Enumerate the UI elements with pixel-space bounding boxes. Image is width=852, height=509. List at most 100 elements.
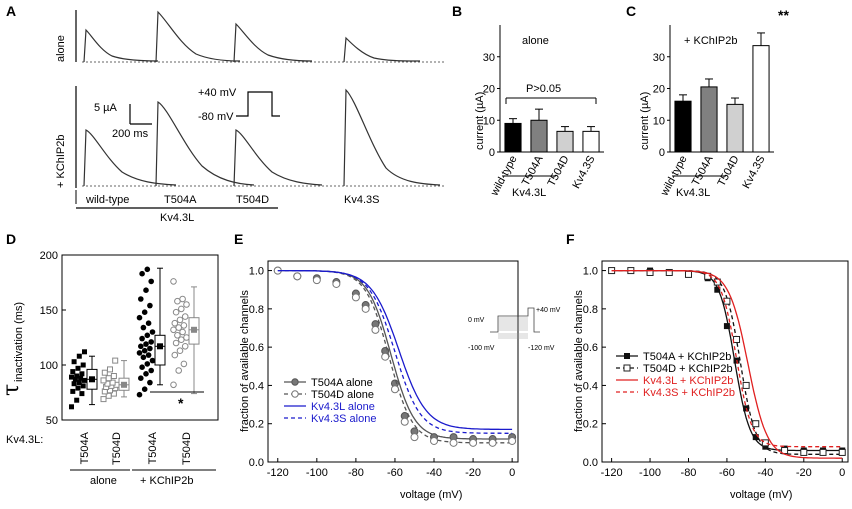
chart-f-xtick-label-0: -120 xyxy=(601,467,623,479)
trace-label-wildtype: wild-type xyxy=(85,194,129,206)
chart-d-point-1-13 xyxy=(110,373,117,379)
chart-f-point-1-14 xyxy=(819,448,827,456)
chart-c-ylabel: current (µA) xyxy=(639,92,651,150)
chart-b-bar-0 xyxy=(504,122,522,153)
chart-d-xtick-label-0: T504A xyxy=(79,431,91,464)
panel-label-f: F xyxy=(566,231,575,247)
chart-d-point-0-7 xyxy=(76,380,82,386)
chart-d-ytick-label-1: 100 xyxy=(40,360,58,372)
chart-d-point-2-16 xyxy=(148,339,154,345)
panel-label-d: D xyxy=(6,231,16,247)
chart-f-ytick-label-0: 0.0 xyxy=(583,457,598,469)
chart-d-point-2-17 xyxy=(139,335,145,342)
chart-b-group-label: Kv4.3L xyxy=(512,187,546,199)
chart-b-bar-2 xyxy=(556,130,574,153)
chart-d-point-0-19 xyxy=(82,349,87,355)
chart-e-xtick-label-5: -20 xyxy=(465,467,481,479)
chart-e-inset: +40 mV 0 mV -100 mV -120 mV xyxy=(468,307,561,352)
chart-b-xtick-label-3: Kv4.3S xyxy=(570,154,597,191)
chart-d-point-1-16 xyxy=(112,357,119,364)
chart-d-point-3-15 xyxy=(176,316,184,324)
chart-d-point-2-13 xyxy=(147,345,153,352)
chart-b-xtick-label-2: T504D xyxy=(546,154,572,189)
chart-d-point-3-8 xyxy=(183,334,190,341)
chart-d-point-2-23 xyxy=(141,309,148,316)
chart-d-point-0-3 xyxy=(70,388,76,394)
chart-d-ytick-label-3: 200 xyxy=(40,250,58,262)
chart-f-frame xyxy=(601,260,849,463)
chart-d-point-3-18 xyxy=(178,305,185,313)
row-label-kchip: + KChIP2b xyxy=(55,134,67,188)
chart-e-point-1-12 xyxy=(449,438,458,447)
chart-d-point-0-18 xyxy=(76,353,82,359)
chart-d-xtick-label-3: T504D xyxy=(181,432,193,465)
chart-d-point-2-18 xyxy=(144,332,151,339)
chart-d-point-0-5 xyxy=(80,383,86,389)
chart-e-ylabel: fraction of available channels xyxy=(239,290,251,432)
chart-e-frame xyxy=(267,260,519,463)
chart-d-point-0-11 xyxy=(69,374,74,380)
chart-d-point-2-29 xyxy=(144,266,151,273)
chart-d-point-2-20 xyxy=(140,324,147,331)
chart-e-point-1-1 xyxy=(293,272,302,281)
protocol-hold-label: -80 mV xyxy=(198,111,234,123)
chart-e-legend-marker-0 xyxy=(291,378,299,386)
chart-d-point-0-16 xyxy=(80,362,86,368)
panel-f: F fraction of available channels voltage… xyxy=(566,231,849,501)
chart-d-mean-1 xyxy=(121,381,127,388)
chart-f-point-0-11 xyxy=(762,443,769,450)
chart-f-legend-label-1: T504D + KChIP2b xyxy=(643,363,733,375)
panel-label-a: A xyxy=(6,3,16,19)
chart-d-point-3-5 xyxy=(181,343,189,350)
chart-d-point-2-15 xyxy=(143,341,149,347)
voltage-protocol xyxy=(236,91,280,117)
chart-f-ytick-label-2: 0.4 xyxy=(583,380,598,392)
chart-d-point-2-21 xyxy=(145,320,152,327)
chart-f-xlabel: voltage (mV) xyxy=(730,489,792,501)
chart-e-ytick-label-4: 0.8 xyxy=(249,304,264,316)
scale-current-label: 5 µA xyxy=(94,102,118,114)
chart-f-point-1-10 xyxy=(752,420,760,428)
trace-kchip-wildtype xyxy=(83,129,177,187)
chart-d-point-2-4 xyxy=(143,371,149,377)
chart-e-ytick-label-0: 0.0 xyxy=(249,457,264,469)
chart-f-point-1-9 xyxy=(742,381,750,389)
chart-e-fit-line-3 xyxy=(277,269,513,434)
chart-d-point-3-2 xyxy=(180,360,188,368)
chart-d-ytick-label-0: 50 xyxy=(46,415,58,427)
panel-d: D τ inactivation (ms) 50 100 150 200 T504A T5… xyxy=(0,231,219,487)
protocol-step-label: +40 mV xyxy=(198,87,237,99)
chart-f-fit-line-3 xyxy=(611,269,843,448)
chart-d-point-2-28 xyxy=(139,270,145,277)
chart-d-point-0-10 xyxy=(78,375,84,381)
chart-e-legend-label-0: T504A alone xyxy=(311,377,373,389)
chart-d-box-2 xyxy=(154,334,166,366)
chart-d-point-1-15 xyxy=(107,366,113,373)
chart-c-xtick-label-2: T504D xyxy=(716,154,742,189)
chart-e-point-1-9 xyxy=(400,417,409,426)
chart-f-ytick-label-4: 0.8 xyxy=(583,304,598,316)
chart-f-point-1-4 xyxy=(684,270,692,278)
chart-e-xtick-label-4: -40 xyxy=(426,467,442,479)
chart-d-point-0-17 xyxy=(71,359,77,365)
chart-c-bar-3 xyxy=(752,45,770,153)
chart-d-point-0-1 xyxy=(74,397,80,403)
chart-d-point-3-19 xyxy=(183,301,190,308)
chart-d-point-2-12 xyxy=(141,347,148,354)
inset-bottom-left-label: -100 mV xyxy=(468,345,495,352)
chart-d-point-3-14 xyxy=(171,319,179,327)
chart-f-xtick-label-3: -60 xyxy=(719,467,735,479)
chart-e-xtick-label-1: -100 xyxy=(306,467,328,479)
chart-d-point-3-3 xyxy=(171,351,179,359)
chart-f-point-1-3 xyxy=(665,268,673,276)
panel-a: A alone + KChIP2b 5 µA 200 ms +40 mV -80… xyxy=(6,3,445,224)
chart-f-xtick-label-4: -40 xyxy=(757,467,773,479)
chart-d-mean-2 xyxy=(157,343,163,350)
chart-d-point-1-12 xyxy=(105,375,112,382)
chart-f-point-0-6 xyxy=(714,286,721,293)
trace-alone-kv43s xyxy=(343,36,421,63)
chart-f-xtick-label-1: -100 xyxy=(639,467,661,479)
chart-d-point-1-10 xyxy=(109,379,116,386)
chart-f-point-1-15 xyxy=(838,448,846,456)
